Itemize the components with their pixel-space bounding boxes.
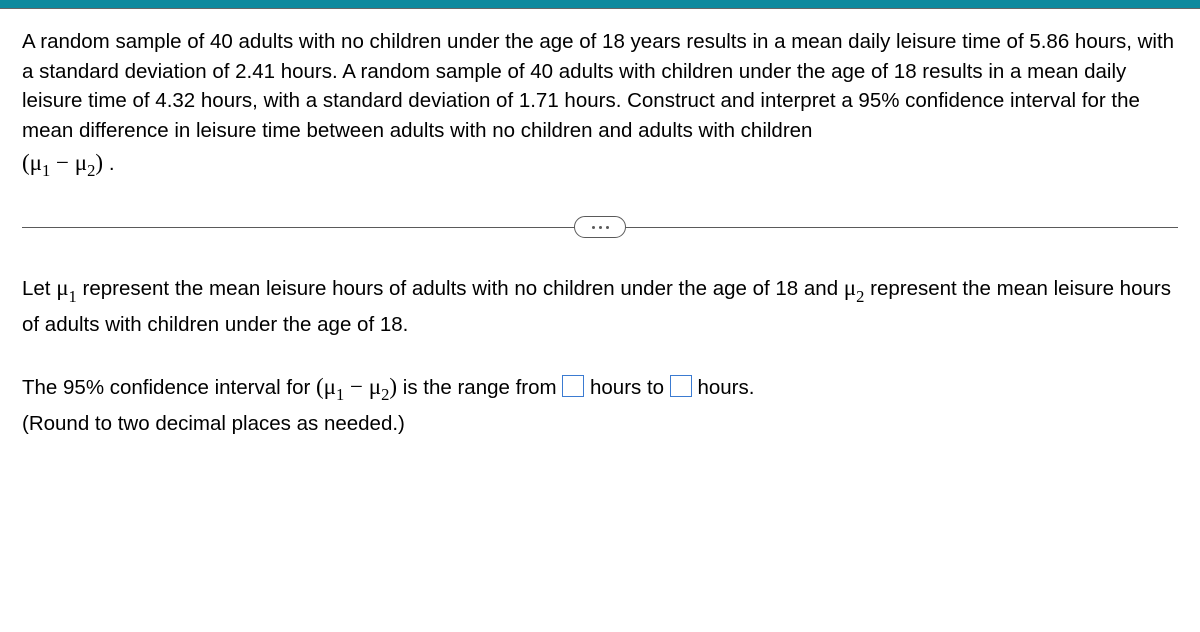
- ans-mid3: hours.: [692, 376, 755, 399]
- ans-mid1: is the range from: [397, 376, 562, 399]
- dot-icon: [599, 226, 602, 229]
- rounding-instruction: (Round to two decimal places as needed.): [22, 412, 1178, 436]
- section-divider: [22, 216, 1178, 240]
- ans-paren-close: ): [389, 374, 397, 399]
- ans-paren-open: (: [316, 374, 324, 399]
- answer-prompt: The 95% confidence interval for (μ1 − μ2…: [22, 367, 1178, 409]
- minus-sign: −: [50, 150, 74, 175]
- mu2-symbol: μ: [75, 150, 87, 175]
- mu1-sub: 1: [69, 287, 77, 306]
- mu1-inline: μ1: [56, 275, 77, 300]
- mu-difference-expression: (μ1 − μ2): [22, 150, 109, 175]
- mu1-subscript: 1: [42, 161, 50, 180]
- mu2-sym: μ: [844, 275, 856, 300]
- paren-close: ): [95, 150, 103, 175]
- mu2-sub: 2: [856, 287, 864, 306]
- expand-pill[interactable]: [574, 216, 626, 238]
- top-accent-bar: [0, 0, 1200, 9]
- dot-icon: [606, 226, 609, 229]
- period: .: [109, 152, 115, 175]
- mu-diff-answer: (μ1 − μ2): [316, 374, 397, 399]
- paren-open: (: [22, 150, 30, 175]
- problem-statement: A random sample of 40 adults with no chi…: [22, 27, 1178, 182]
- def-pre: Let: [22, 277, 56, 300]
- ans-mu2: μ: [369, 374, 381, 399]
- ans-minus: −: [344, 374, 368, 399]
- ans-pre: The 95% confidence interval for: [22, 376, 316, 399]
- ans-sub1: 1: [336, 385, 344, 404]
- mu1-symbol: μ: [30, 150, 42, 175]
- mu1-sym: μ: [56, 275, 68, 300]
- ans-mu1: μ: [324, 374, 336, 399]
- ans-mid2: hours to: [584, 376, 669, 399]
- variable-definition: Let μ1 represent the mean leisure hours …: [22, 270, 1178, 340]
- ans-sub2: 2: [381, 385, 389, 404]
- mu2-inline: μ2: [844, 275, 865, 300]
- mu2-subscript: 2: [87, 161, 95, 180]
- content-area: A random sample of 40 adults with no chi…: [0, 9, 1200, 436]
- def-mid1: represent the mean leisure hours of adul…: [77, 277, 844, 300]
- problem-body: A random sample of 40 adults with no chi…: [22, 30, 1174, 142]
- lower-bound-input[interactable]: [562, 375, 584, 397]
- upper-bound-input[interactable]: [670, 375, 692, 397]
- dot-icon: [592, 226, 595, 229]
